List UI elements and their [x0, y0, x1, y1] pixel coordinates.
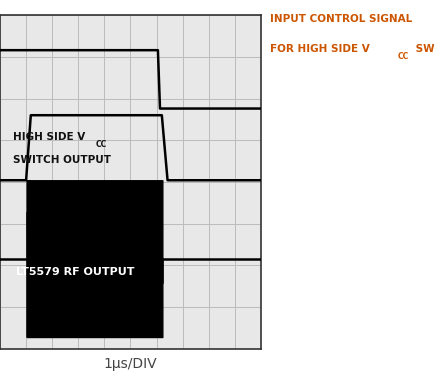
Text: FOR HIGH SIDE V: FOR HIGH SIDE V: [269, 44, 368, 54]
Text: SWITCH: SWITCH: [411, 44, 434, 54]
Text: LT5579 RF OUTPUT: LT5579 RF OUTPUT: [16, 267, 134, 277]
Text: CC: CC: [397, 52, 408, 61]
Text: HIGH SIDE V: HIGH SIDE V: [13, 132, 85, 142]
Text: CC: CC: [95, 140, 106, 149]
Text: INPUT CONTROL SIGNAL: INPUT CONTROL SIGNAL: [269, 14, 411, 24]
Text: 1μs/DIV: 1μs/DIV: [103, 357, 157, 371]
Text: SWITCH OUTPUT: SWITCH OUTPUT: [13, 155, 111, 165]
